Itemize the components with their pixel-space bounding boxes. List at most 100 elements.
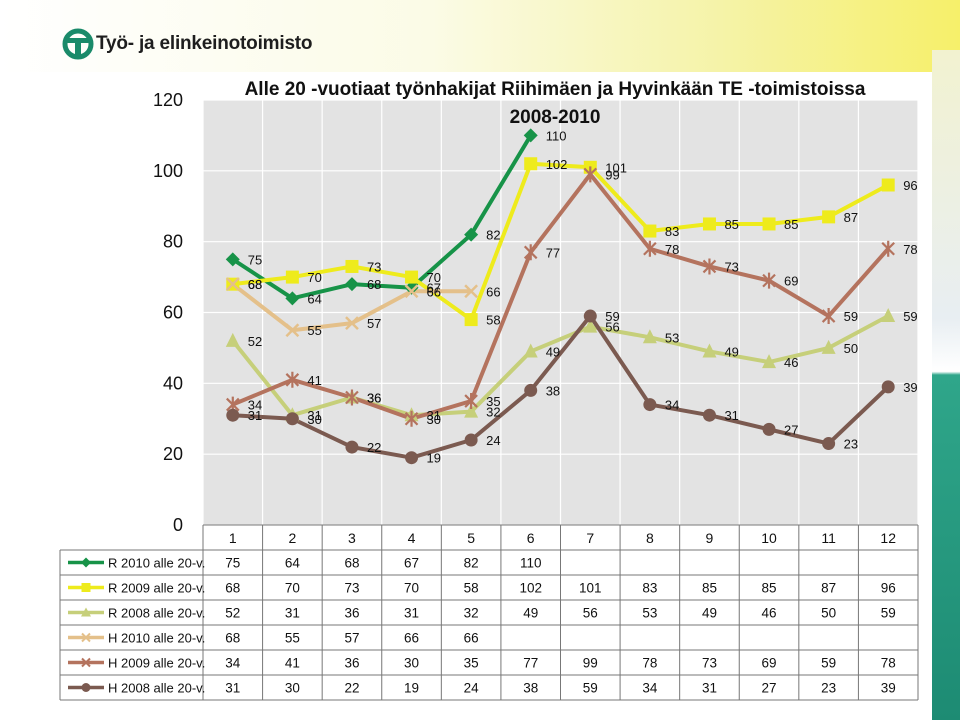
legend-key-marker <box>81 607 91 617</box>
data-point <box>643 240 657 257</box>
data-point <box>642 329 657 344</box>
legend-series-name: R 2009 alle 20-v. <box>108 581 205 596</box>
legend-series-name: H 2010 alle 20-v. <box>108 631 205 646</box>
data-point <box>762 354 777 369</box>
data-label: 27 <box>784 422 798 437</box>
legend-series-name: R 2010 alle 20-v. <box>108 556 205 571</box>
table-cell-value: 53 <box>642 606 657 621</box>
data-point <box>881 308 896 323</box>
table-cell-value: 31 <box>285 606 300 621</box>
x-tick-label: 3 <box>348 530 356 546</box>
x-tick-label: 9 <box>706 530 714 546</box>
data-point <box>225 332 240 347</box>
data-label: 56 <box>605 320 619 335</box>
table-cell-value: 58 <box>464 581 479 596</box>
data-label: 23 <box>844 437 858 452</box>
data-point <box>881 380 895 394</box>
table-cell-value: 38 <box>523 681 538 696</box>
data-label: 70 <box>307 270 321 285</box>
table-cell-value: 23 <box>821 681 836 696</box>
data-label: 38 <box>546 383 560 398</box>
data-label: 57 <box>367 316 381 331</box>
table-cell-value: 85 <box>702 581 717 596</box>
y-tick-label: 20 <box>163 444 183 464</box>
data-label: 36 <box>367 391 381 406</box>
data-point <box>821 339 836 354</box>
table-cell-value: 35 <box>464 656 479 671</box>
data-label: 64 <box>307 291 321 306</box>
data-point <box>643 224 657 238</box>
table-cell-value: 50 <box>821 606 836 621</box>
y-tick-label: 100 <box>153 161 183 181</box>
chart-title-line-1: Alle 20 -vuotiaat työnhakijat Riihimäen … <box>245 79 866 100</box>
data-label: 31 <box>307 408 321 423</box>
x-tick-label: 12 <box>880 530 896 546</box>
data-label: 36 <box>367 391 381 406</box>
data-label: 50 <box>844 341 858 356</box>
x-tick-label: 10 <box>761 530 777 546</box>
data-label: 99 <box>605 167 619 182</box>
data-label: 83 <box>665 224 679 239</box>
series-line <box>232 161 890 322</box>
table-cell-value: 27 <box>762 681 777 696</box>
x-tick-label: 2 <box>288 530 296 546</box>
data-label: 69 <box>784 274 798 289</box>
data-point <box>822 210 836 224</box>
data-point <box>524 383 538 397</box>
table-cell-value: 68 <box>225 581 240 596</box>
data-point <box>285 291 300 306</box>
data-label: 53 <box>665 330 679 345</box>
data-table: 1 2 3 4 5 6 7 8 9 10 11 12R 2010 alle 20-v. 75 64 68 67… <box>59 524 919 701</box>
decorative-side-strip <box>932 50 960 720</box>
data-label: 78 <box>665 242 679 257</box>
table-cell-value: 49 <box>523 606 538 621</box>
x-tick-label: 6 <box>527 530 535 546</box>
data-point <box>285 323 300 338</box>
table-cell-value: 57 <box>344 631 359 646</box>
data-point <box>523 343 538 358</box>
table-cell-value: 78 <box>642 656 657 671</box>
data-point <box>762 422 776 436</box>
data-label: 19 <box>427 451 441 466</box>
data-label: 66 <box>486 284 500 299</box>
data-label: 52 <box>248 334 262 349</box>
table-cell-value: 22 <box>344 681 359 696</box>
data-label: 77 <box>546 245 560 260</box>
data-point <box>345 316 359 331</box>
table-cell-value: 59 <box>881 606 896 621</box>
data-point <box>285 412 299 426</box>
data-point <box>523 128 538 143</box>
data-point <box>762 217 776 231</box>
data-point <box>345 259 359 273</box>
table-cell-value: 34 <box>225 656 241 671</box>
data-point <box>464 284 479 299</box>
logo-text: Työ- ja elinkeinotoimisto <box>96 33 313 54</box>
data-label: 49 <box>546 344 560 359</box>
table-cell-value: 70 <box>404 581 419 596</box>
series-markers <box>225 128 896 465</box>
table-cell-value: 31 <box>702 681 717 696</box>
chart-title-line-2: 2008-2010 <box>510 107 601 128</box>
x-tick-label: 7 <box>586 530 594 546</box>
data-point <box>702 343 717 358</box>
table-cell-value: 102 <box>519 581 542 596</box>
legend-key-marker <box>81 583 91 592</box>
table-cell-value: 59 <box>821 656 836 671</box>
series-line <box>231 134 533 301</box>
data-point <box>523 244 538 261</box>
data-point <box>464 227 479 242</box>
data-label: 102 <box>546 157 568 172</box>
table-cell-value: 41 <box>285 656 300 671</box>
series-line <box>232 314 890 460</box>
data-label: 59 <box>605 309 619 324</box>
table-cell-value: 110 <box>520 556 542 571</box>
data-point <box>643 398 657 412</box>
data-point <box>225 277 240 292</box>
data-label: 59 <box>844 309 858 324</box>
series-line <box>232 172 890 421</box>
data-label: 85 <box>784 217 798 232</box>
header-band <box>0 0 960 72</box>
table-cell-value: 66 <box>464 631 479 646</box>
table-cell-value: 49 <box>702 606 717 621</box>
